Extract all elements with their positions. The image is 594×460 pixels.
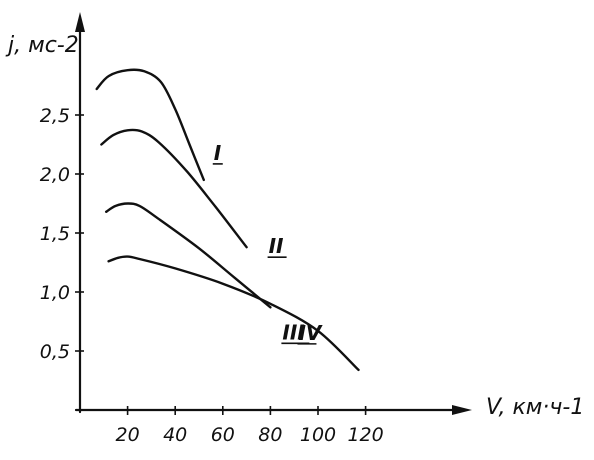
y-tick-label: 0,5 <box>40 341 70 363</box>
x-axis-label: V, км·ч-1 <box>486 395 584 420</box>
series-label-iii: III <box>282 320 305 344</box>
y-tick-label: 2,5 <box>40 105 70 127</box>
series-line-ii <box>100 128 248 249</box>
series-line-iii <box>105 202 272 309</box>
y-axis-arrow <box>75 12 85 32</box>
series-label-i: I <box>214 141 222 165</box>
x-tick-label: 120 <box>347 424 383 446</box>
y-tick-label: 1,0 <box>40 282 70 304</box>
y-tick-label: 2,0 <box>40 164 70 186</box>
y-tick-label: 1,5 <box>40 223 70 245</box>
x-tick-label: 40 <box>163 424 187 446</box>
x-tick-label: 100 <box>300 424 336 446</box>
x-axis-arrow <box>452 405 472 415</box>
y-axis-label: j, мс-2 <box>5 33 79 58</box>
series-label-iv: IV <box>298 321 322 345</box>
x-tick-label: 80 <box>258 424 282 446</box>
series-line-iv <box>107 255 360 372</box>
x-tick-label: 20 <box>116 424 140 446</box>
ticks: 20 40 60 80 100 120 0,5 1,0 1,5 2,0 2,5 <box>40 105 384 446</box>
series-line-i <box>95 68 205 182</box>
series-label-ii: II <box>269 234 284 258</box>
x-tick-label: 60 <box>211 424 235 446</box>
